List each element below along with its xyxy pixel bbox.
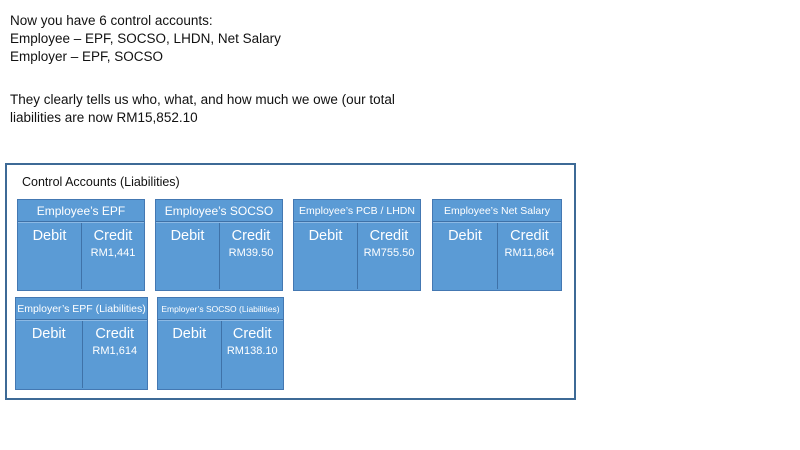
credit-column: Credit RM755.50 xyxy=(357,223,420,289)
intro-paragraph-1: Now you have 6 control accounts: Employe… xyxy=(10,12,395,66)
credit-column: Credit RM1,614 xyxy=(81,321,148,388)
credit-label: Credit xyxy=(510,228,549,244)
account-name: Employee’s PCB / LHDN xyxy=(294,200,420,222)
account-card-employers-socso: Employer’s SOCSO (Liabilities) Debit Cre… xyxy=(157,297,284,390)
account-name: Employee’s Net Salary xyxy=(433,200,561,222)
t-account-body: Debit Credit RM1,614 xyxy=(16,320,147,388)
debit-label: Debit xyxy=(170,228,205,244)
credit-column: Credit RM11,864 xyxy=(497,223,561,289)
debit-column: Debit xyxy=(433,223,497,289)
debit-column: Debit xyxy=(16,321,82,388)
credit-column: Credit RM39.50 xyxy=(219,223,282,289)
credit-value: RM1,614 xyxy=(92,345,138,357)
debit-label: Debit xyxy=(308,228,343,244)
account-name: Employee’s SOCSO xyxy=(156,200,282,222)
debit-column: Debit xyxy=(294,223,357,289)
credit-value: RM1,441 xyxy=(90,247,136,259)
account-name: Employee’s EPF xyxy=(18,200,144,222)
account-name: Employer’s SOCSO (Liabilities) xyxy=(158,298,283,320)
debit-label: Debit xyxy=(448,228,482,244)
intro-line: Employee – EPF, SOCSO, LHDN, Net Salary xyxy=(10,31,281,46)
debit-label: Debit xyxy=(32,228,67,244)
t-account-body: Debit Credit RM1,441 xyxy=(18,222,144,289)
control-accounts-panel: Control Accounts (Liabilities) Employee’… xyxy=(5,163,576,400)
debit-label: Debit xyxy=(172,326,207,342)
account-name: Employer’s EPF (Liabilities) xyxy=(16,298,147,320)
account-card-employers-epf: Employer’s EPF (Liabilities) Debit Credi… xyxy=(15,297,148,390)
panel-title: Control Accounts (Liabilities) xyxy=(22,175,180,189)
credit-value: RM39.50 xyxy=(228,247,274,259)
debit-column: Debit xyxy=(158,321,221,388)
account-card-employees-epf: Employee’s EPF Debit Credit RM1,441 xyxy=(17,199,145,291)
intro-line: Now you have 6 control accounts: xyxy=(10,13,213,28)
account-card-employees-pcb-lhdn: Employee’s PCB / LHDN Debit Credit RM755… xyxy=(293,199,421,291)
debit-label: Debit xyxy=(31,326,66,342)
credit-column: Credit RM138.10 xyxy=(220,321,284,388)
debit-column: Debit xyxy=(18,223,81,289)
intro-line: They clearly tells us who, what, and how… xyxy=(10,92,395,107)
t-account-body: Debit Credit RM138.10 xyxy=(158,320,283,388)
t-account-body: Debit Credit RM11,864 xyxy=(433,222,561,289)
intro-paragraph-2: They clearly tells us who, what, and how… xyxy=(10,91,395,127)
t-account-body: Debit Credit RM39.50 xyxy=(156,222,282,289)
credit-column: Credit RM1,441 xyxy=(81,223,144,289)
intro-line: Employer – EPF, SOCSO xyxy=(10,49,164,64)
credit-label: Credit xyxy=(369,228,409,244)
debit-column: Debit xyxy=(156,223,219,289)
credit-value: RM755.50 xyxy=(363,247,415,259)
credit-value: RM138.10 xyxy=(226,345,278,357)
account-card-employees-net-salary: Employee’s Net Salary Debit Credit RM11,… xyxy=(432,199,562,291)
credit-label: Credit xyxy=(231,228,271,244)
credit-label: Credit xyxy=(95,326,135,342)
credit-label: Credit xyxy=(93,228,133,244)
intro-line: liabilities are now RM15,852.10 xyxy=(10,110,198,125)
t-account-body: Debit Credit RM755.50 xyxy=(294,222,420,289)
account-card-employees-socso: Employee’s SOCSO Debit Credit RM39.50 xyxy=(155,199,283,291)
credit-value: RM11,864 xyxy=(504,247,555,259)
intro-text: Now you have 6 control accounts: Employe… xyxy=(10,12,395,127)
credit-label: Credit xyxy=(232,326,272,342)
